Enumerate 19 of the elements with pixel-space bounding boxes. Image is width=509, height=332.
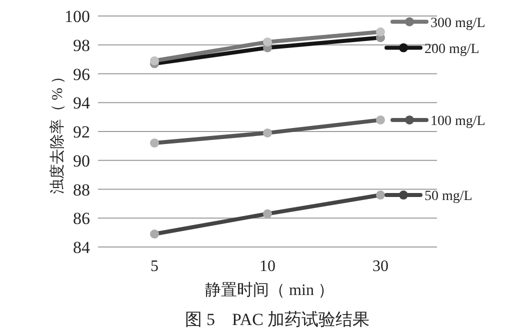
y-tick-label: 98 bbox=[73, 36, 90, 55]
text: 图 5 PAC 加药试验结果 bbox=[185, 310, 370, 329]
x-tick-label: 10 bbox=[260, 258, 276, 275]
y-tick-label: 84 bbox=[73, 238, 90, 257]
x-axis-title: 静置时间（ min ） bbox=[205, 281, 334, 299]
y-axis-title: 浊度去除率（ % ） bbox=[49, 69, 66, 194]
y-tick-label: 96 bbox=[73, 64, 90, 84]
y-tick-label: 86 bbox=[73, 209, 90, 228]
y-tick-label: 92 bbox=[73, 122, 90, 142]
y-tick-label: 94 bbox=[73, 94, 90, 113]
legend-label: 300 mg/L bbox=[430, 16, 486, 31]
legend-label: 50 mg/L bbox=[424, 189, 472, 204]
y-tick-label: 88 bbox=[73, 180, 90, 200]
x-tick-label: 30 bbox=[372, 258, 388, 275]
legend-label: 200 mg/L bbox=[424, 42, 480, 57]
legend-label: 100 mg/L bbox=[430, 114, 486, 129]
x-tick-label: 5 bbox=[150, 258, 158, 275]
y-tick-label: 100 bbox=[64, 7, 90, 26]
y-tick-label: 90 bbox=[73, 151, 90, 170]
